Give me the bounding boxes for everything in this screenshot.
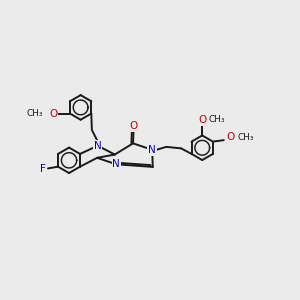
Text: CH₃: CH₃ [237, 133, 254, 142]
Text: O: O [226, 133, 234, 142]
Text: O: O [198, 115, 206, 125]
Text: F: F [40, 164, 46, 174]
Text: N: N [148, 145, 156, 155]
Text: O: O [130, 121, 138, 131]
Text: O: O [50, 109, 58, 118]
Text: N: N [94, 141, 102, 151]
Text: N: N [112, 159, 120, 169]
Text: CH₃: CH₃ [27, 109, 44, 118]
Text: CH₃: CH₃ [209, 116, 225, 124]
